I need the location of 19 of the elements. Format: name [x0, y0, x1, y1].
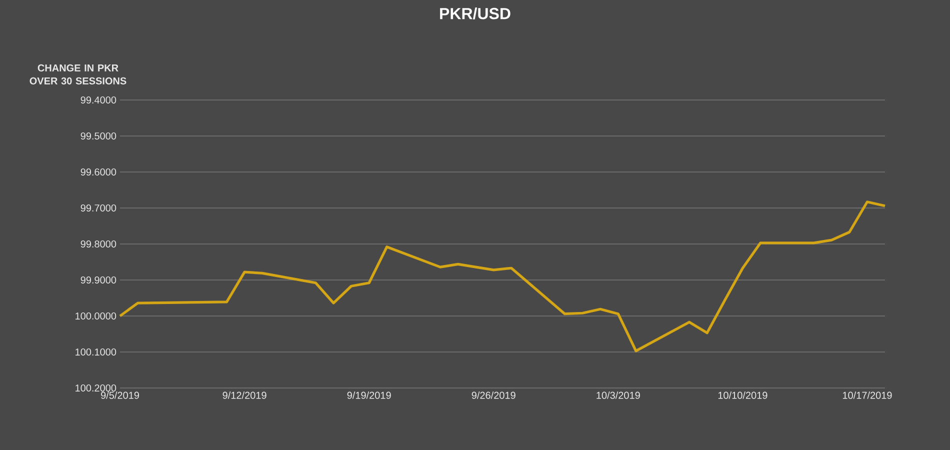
y-tick-label: 100.1000: [76, 348, 116, 356]
chart-title: PKR/USD: [440, 8, 510, 20]
x-tick-label: 9/5/2019: [101, 392, 139, 399]
y-tick-label: 99.4000: [80, 96, 116, 104]
y-tick-label: 99.6000: [80, 168, 116, 176]
y-tick-label: 99.5000: [80, 132, 116, 140]
y-axis-title: CHANGE IN PKR OVER 30 SESSIONS: [30, 64, 126, 84]
y-tick-label: 100.0000: [76, 312, 116, 320]
x-tick-label: 9/26/2019: [472, 392, 516, 399]
y-tick-label: 100.2000: [76, 384, 116, 392]
x-tick-label: 9/12/2019: [222, 392, 266, 399]
y-tick-label: 99.7000: [80, 204, 116, 212]
x-tick-label: 9/19/2019: [347, 392, 391, 399]
x-tick-label: 10/17/2019: [842, 392, 892, 399]
y-tick-label: 99.8000: [80, 240, 116, 248]
line-series: [118, 200, 886, 352]
x-tick-label: 10/10/2019: [718, 392, 768, 399]
y-tick-label: 99.9000: [80, 276, 116, 284]
x-tick-label: 10/3/2019: [596, 392, 640, 399]
